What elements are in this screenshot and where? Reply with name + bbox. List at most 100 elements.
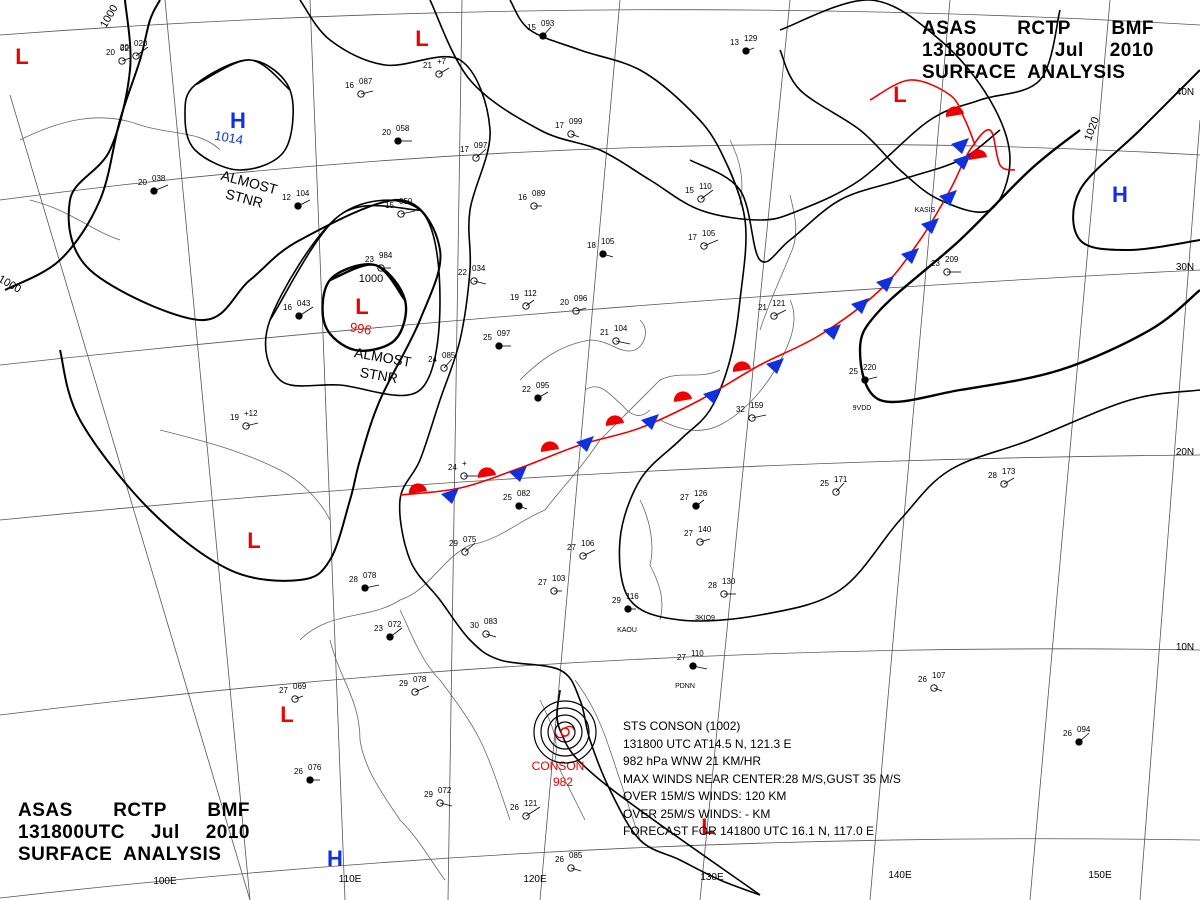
station-plot: 19 112	[510, 289, 537, 310]
station-plot: 25 171	[820, 475, 848, 496]
station-pressure: 097	[497, 329, 511, 338]
station-pressure: 106	[581, 539, 595, 548]
wind-barb	[751, 414, 767, 419]
wind-barb	[695, 499, 705, 507]
station-pressure: 096	[574, 294, 588, 303]
header-station: RCTP	[1017, 18, 1071, 39]
storm-info-line: FORECAST FOR 141800 UTC 16.1 N, 117.0 E	[623, 824, 874, 838]
station-pressure: 209	[945, 255, 959, 264]
station-circle	[567, 130, 575, 138]
station-temperature: 26	[294, 767, 303, 776]
longitude-label: 100E	[153, 876, 177, 887]
station-temperature: 30	[470, 621, 479, 630]
cold-front-triangle	[901, 248, 919, 264]
station-pressure: 105	[702, 229, 716, 238]
station-circle	[572, 307, 580, 315]
station-circle	[470, 277, 478, 285]
station-plot: 28 078	[349, 571, 380, 592]
wind-barb	[414, 685, 430, 693]
wind-barb	[602, 253, 614, 258]
coastline	[519, 319, 646, 381]
station-circle	[579, 552, 587, 560]
station-temperature: 28	[988, 471, 997, 480]
meridian-line	[539, 0, 621, 900]
station-pressure: 083	[484, 617, 498, 626]
cold-front-triangle	[509, 466, 527, 482]
station-plot: 21 +7	[423, 57, 450, 78]
station-temperature: 22	[522, 385, 531, 394]
typhoon-icon	[555, 725, 575, 739]
station-plot: 26 076	[294, 763, 322, 784]
station-plot: 13 129	[730, 34, 758, 55]
station-circle	[472, 154, 480, 162]
station-plot: 21 121	[758, 299, 787, 320]
station-pressure: 116	[626, 592, 639, 601]
longitude-label: 140E	[888, 870, 912, 881]
wind-barb	[389, 627, 403, 638]
storm-info-line: MAX WINDS NEAR CENTER:28 M/S,GUST 35 M/S	[623, 771, 901, 786]
coastline	[539, 699, 586, 821]
station-circle	[930, 684, 938, 692]
latitude-label: 30N	[1176, 262, 1194, 273]
station-pressure: 173	[1002, 467, 1016, 476]
wind-barb	[485, 633, 497, 638]
storm-ring	[533, 700, 597, 764]
wind-barb	[518, 505, 528, 510]
station-code: KASIS	[915, 207, 936, 214]
wind-barb	[464, 542, 476, 553]
wind-barb	[439, 802, 453, 807]
station-temperature: 17	[555, 121, 564, 130]
station-pressure: 099	[569, 117, 583, 126]
station-plot: 17 105	[688, 229, 719, 250]
station-temperature: 18	[587, 241, 596, 250]
station-plot: 29 072	[424, 786, 453, 807]
wind-barb	[542, 26, 552, 37]
storm-info-line: 131800 UTC AT14.5 N, 121.3 E	[623, 736, 792, 751]
station-pressure: 220	[863, 363, 877, 372]
station-pressure: 107	[932, 671, 946, 680]
cold-front-triangle	[953, 154, 971, 170]
isobar-high-center	[184, 59, 294, 171]
station-pressure: 02	[120, 44, 129, 53]
header-time: 131800UTC	[922, 40, 1029, 61]
station-circle	[436, 799, 444, 807]
station-plot: 27 106	[567, 539, 596, 560]
storm-ring	[540, 707, 590, 757]
wind-barb	[537, 391, 549, 399]
station-circle	[461, 548, 469, 556]
station-pressure: 078	[363, 571, 377, 580]
cold-front-triangle	[441, 488, 459, 504]
station-temperature: 26	[510, 803, 519, 812]
longitude-label: 120E	[523, 874, 547, 885]
station-pressure: 076	[308, 763, 322, 772]
station-circle	[697, 195, 705, 203]
coastline	[329, 639, 446, 881]
station-plot: 25 082	[503, 489, 531, 510]
station-circle	[291, 695, 299, 703]
header-month: Jul	[1054, 40, 1084, 61]
station-plot: 25 220	[849, 363, 878, 384]
station-temperature: 23	[374, 624, 383, 633]
station-pressure: 085	[569, 851, 583, 860]
station-pressure: 171	[834, 475, 848, 484]
wind-barb	[570, 867, 582, 872]
station-temperature: 32	[736, 405, 745, 414]
typhoon-symbol	[533, 700, 597, 764]
station-temperature: 27	[677, 653, 686, 662]
station-plot: 17 097	[460, 141, 488, 162]
station-pressure: 089	[532, 189, 546, 198]
station-plot: 26 085	[555, 851, 583, 872]
wind-barb	[575, 307, 587, 312]
station-plot: 21 104	[600, 324, 631, 345]
station-plot: 25 097	[483, 329, 511, 350]
station-pressure: 072	[388, 620, 402, 629]
station-temperature: 21	[600, 328, 609, 337]
station-plot: 29 116	[612, 592, 639, 613]
parallel-line	[0, 838, 1200, 899]
station-pressure: 050	[399, 197, 413, 206]
header-time: 131800UTC	[18, 822, 125, 843]
station-temperature: 20	[560, 298, 569, 307]
header-agency: ASAS	[18, 800, 73, 821]
